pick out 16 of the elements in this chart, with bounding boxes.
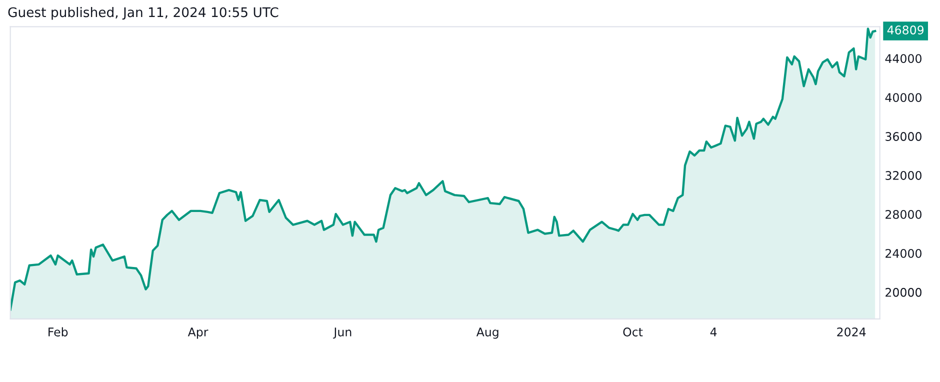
y-tick-label: 44000 [885,54,922,64]
annotation: 46809 [887,26,924,34]
y-tick-label: 40000 [885,93,922,102]
x-tick-label: Apr [188,328,208,339]
x-tick-label: 4 [710,328,717,336]
x-tick-label: Feb [48,327,68,336]
x-tick-label: Oct [623,328,643,336]
y-tick-label: 24000 [886,248,922,258]
y-tick-label: 28000 [886,210,922,219]
x-tick-label: Aug [476,328,498,339]
x-tick-label: Jun [333,328,352,339]
y-tick-label: 36000 [886,132,922,141]
chart-title: Guest published, Jan 11, 2024 10:55 UTC [8,6,278,20]
x-tick-label: 2024 [837,328,866,336]
y-tick-label: 32000 [886,171,922,180]
y-tick-label: 20000 [886,288,922,297]
